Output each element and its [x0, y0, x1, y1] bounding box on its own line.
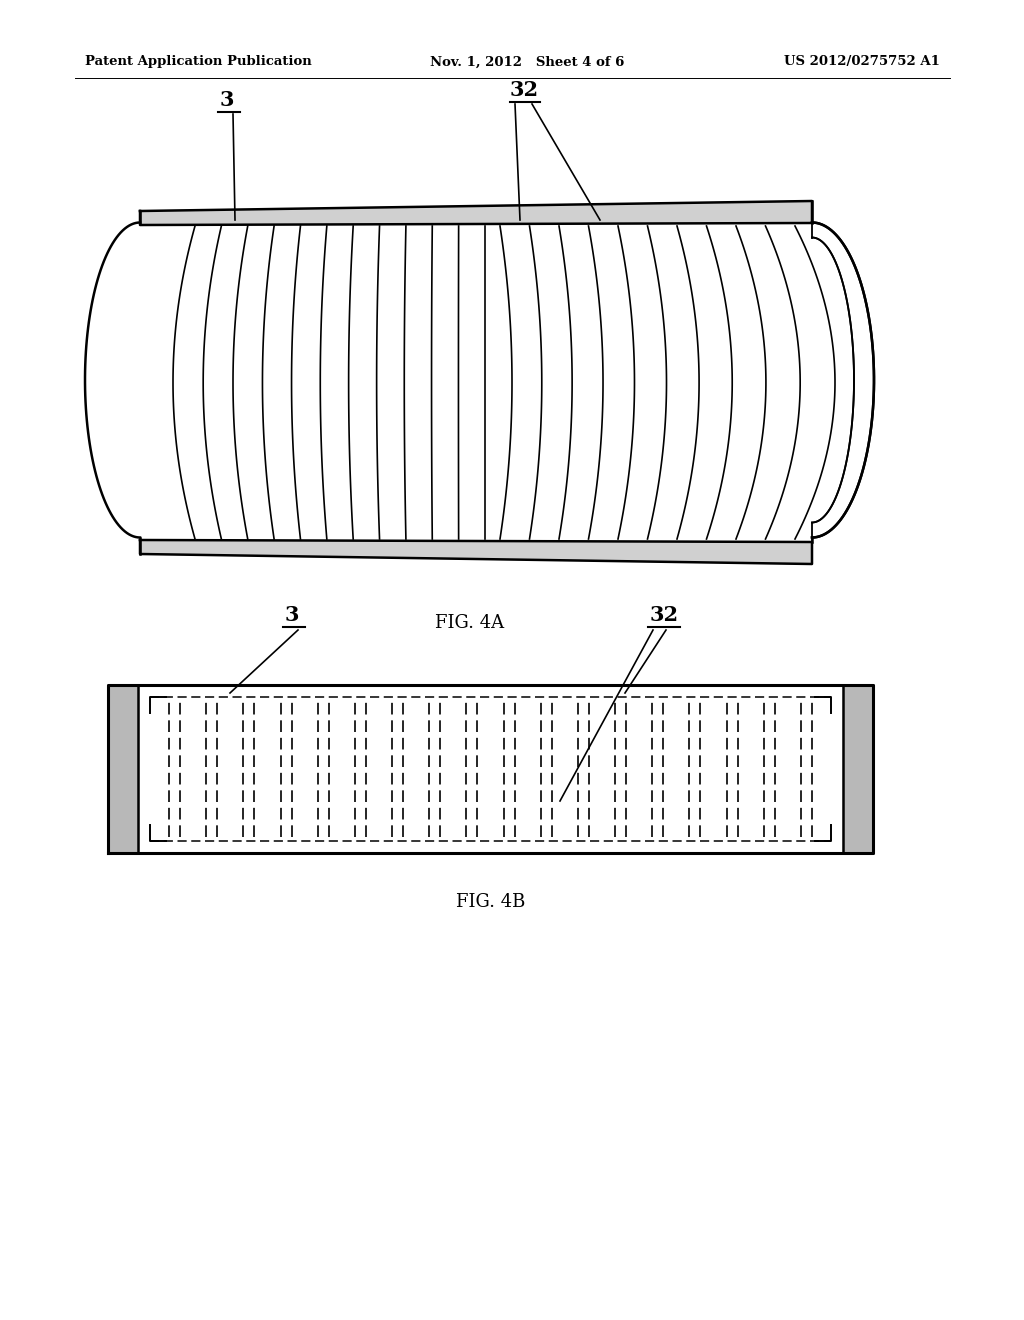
Polygon shape [140, 201, 812, 224]
Text: 32: 32 [650, 605, 679, 624]
Polygon shape [140, 540, 812, 564]
Text: Patent Application Publication: Patent Application Publication [85, 55, 311, 69]
Text: US 2012/0275752 A1: US 2012/0275752 A1 [784, 55, 940, 69]
Text: 3: 3 [220, 90, 234, 110]
Text: FIG. 4B: FIG. 4B [456, 894, 525, 911]
Polygon shape [812, 223, 874, 537]
Text: FIG. 4A: FIG. 4A [435, 614, 505, 632]
Text: Nov. 1, 2012   Sheet 4 of 6: Nov. 1, 2012 Sheet 4 of 6 [430, 55, 625, 69]
Polygon shape [843, 685, 873, 853]
Text: 3: 3 [285, 605, 299, 624]
Text: 32: 32 [510, 81, 539, 100]
Polygon shape [108, 685, 138, 853]
